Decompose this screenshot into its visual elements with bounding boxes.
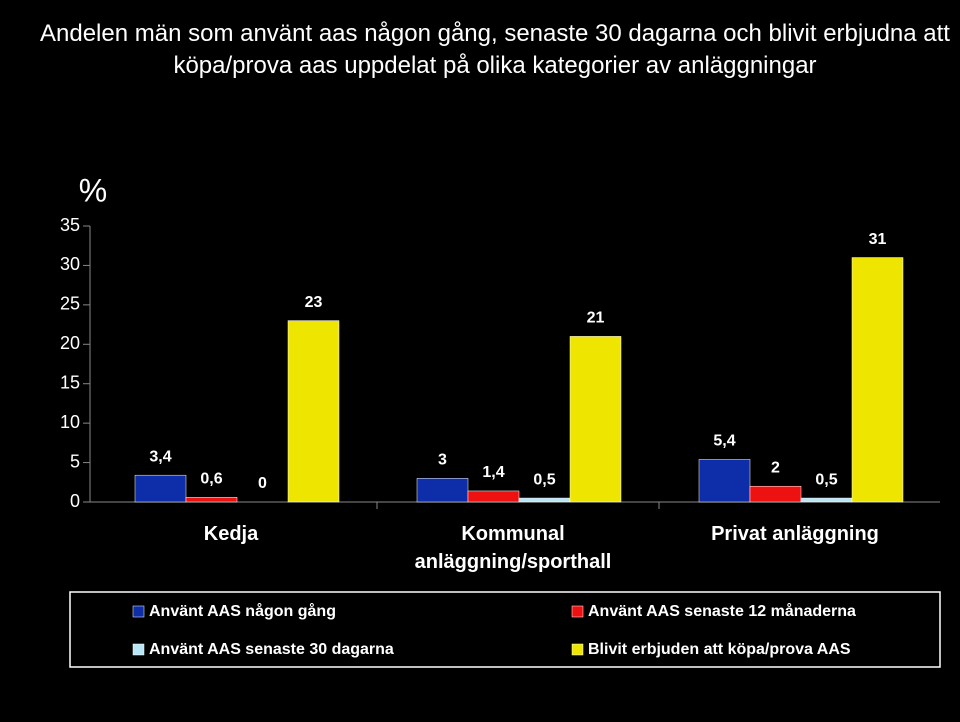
y-tick-label: 0 xyxy=(70,491,80,511)
legend-swatch xyxy=(132,643,145,656)
y-tick-label: 25 xyxy=(60,294,80,314)
x-tick-label: Kedja xyxy=(203,523,259,545)
bar xyxy=(851,257,904,503)
legend-label: Använt AAS senaste 12 månaderna xyxy=(588,602,856,620)
legend-swatch xyxy=(571,605,584,618)
bar xyxy=(749,485,802,503)
y-tick-label: 5 xyxy=(70,451,80,471)
bar xyxy=(134,474,187,503)
bar xyxy=(698,459,751,503)
value-label: 31 xyxy=(869,231,887,248)
bar xyxy=(800,497,853,503)
value-label: 23 xyxy=(305,294,323,311)
chart-title: Andelen män som använt aas någon gång, s… xyxy=(40,20,950,79)
y-axis-label: % xyxy=(79,172,107,208)
bar xyxy=(569,336,622,503)
legend-box xyxy=(69,591,941,668)
x-tick-label: Privat anläggning xyxy=(711,523,879,545)
value-label: 5,4 xyxy=(713,433,735,450)
y-tick-label: 30 xyxy=(60,254,80,274)
bar xyxy=(416,478,469,503)
legend-swatch xyxy=(132,605,145,618)
value-label: 3 xyxy=(438,452,447,469)
value-label: 0,5 xyxy=(815,471,837,488)
value-label: 0,6 xyxy=(200,470,222,487)
legend-label: Blivit erbjuden att köpa/prova AAS xyxy=(588,641,851,658)
value-label: 2 xyxy=(771,459,780,476)
y-tick-label: 35 xyxy=(60,215,80,235)
legend-swatch xyxy=(571,643,584,656)
value-label: 21 xyxy=(587,310,605,327)
value-label: 0 xyxy=(258,475,267,492)
value-label: 1,4 xyxy=(482,464,504,481)
legend-label: Använt AAS senaste 30 dagarna xyxy=(149,641,394,658)
bar xyxy=(467,490,520,503)
x-tick-label: Kommunal anläggning/sporthall xyxy=(414,523,612,573)
bar xyxy=(287,320,340,503)
legend-label: Använt AAS någon gång xyxy=(149,602,336,620)
y-tick-label: 15 xyxy=(60,372,80,392)
value-label: 0,5 xyxy=(533,471,555,488)
bar xyxy=(518,497,571,503)
value-label: 3,4 xyxy=(149,448,171,465)
y-tick-label: 10 xyxy=(60,412,80,432)
bar xyxy=(185,497,238,503)
y-tick-label: 20 xyxy=(60,333,80,353)
